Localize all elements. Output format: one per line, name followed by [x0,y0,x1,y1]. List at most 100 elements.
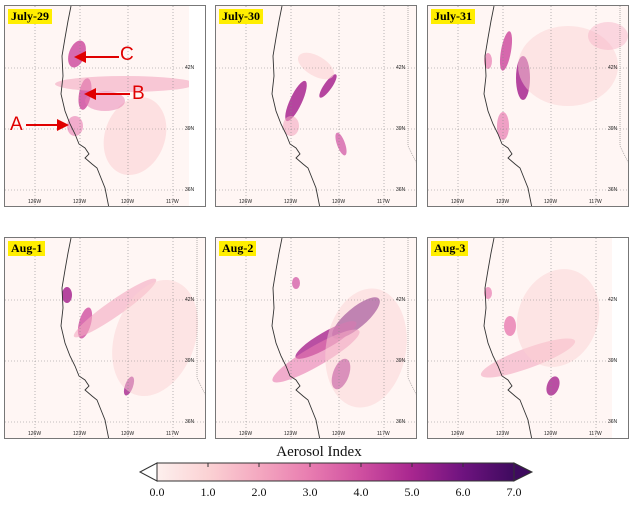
swath-gap [612,238,628,438]
map-svg-4 [5,238,205,438]
colorbar-title: Aerosol Index [276,444,362,460]
longitude-label: 117W [377,431,390,437]
aerosol-plume [504,316,516,336]
aerosol-plume [285,80,307,122]
colorbar-body [156,462,515,482]
longitude-label: 120W [121,199,135,205]
longitude-label: 120W [544,199,558,205]
longitude-label: 123W [284,199,298,205]
aerosol-plume [73,278,157,338]
longitude-label: 123W [73,199,87,205]
colorbar-tick-label: 5.0 [404,485,420,499]
map-panel-2: July-30 42N 39N 36N 126W 123W 120W 117W [215,5,417,207]
aerosol-plume [297,52,335,80]
map-panel-3: July-31 42N 39N 36N 126W 123W 120W 117W [427,5,629,207]
latitude-label: 42N [396,65,406,71]
map-svg-5 [216,238,416,438]
colorbar-tick-label: 7.0 [506,485,522,499]
map-background [216,6,416,206]
date-label: Aug-3 [431,241,469,256]
longitude-label: 126W [239,431,253,437]
latitude-label: 39N [396,358,406,364]
aerosol-plume [546,376,560,396]
latitude-label: 36N [608,187,618,193]
colorbar-max-arrow [513,462,534,482]
date-label: Aug-2 [219,241,257,256]
map-svg-6 [428,238,628,438]
date-label: July-31 [431,9,476,24]
longitude-label: 126W [239,199,253,205]
longitude-label: 126W [451,199,465,205]
aerosol-plume [112,279,198,397]
latitude-label: 42N [185,65,195,71]
map-panel-6: Aug-3 42N 39N 36N 126W 123W 120W 117W [427,237,629,439]
date-label: July-30 [219,9,264,24]
latitude-label: 36N [185,419,195,425]
coastline [60,238,110,438]
latitude-label: 42N [608,297,618,303]
colorbar-min-arrow [138,462,158,482]
longitude-label: 123W [496,431,510,437]
coastline [271,6,321,206]
coastline [483,6,533,206]
swath-gap [189,6,205,206]
longitude-label: 120W [332,199,346,205]
aerosol-plume [484,287,492,299]
aerosol-plume [588,22,628,50]
colorbar-tick-label: 1.0 [200,485,216,499]
longitude-label: 117W [166,199,179,205]
annotation-a: A [10,114,23,135]
longitude-label: 120W [544,431,558,437]
coastline [483,238,533,438]
aerosol-plume [55,76,195,92]
colorbar-tick-label: 6.0 [455,485,471,499]
annotation-c: C [120,44,134,65]
latitude-label: 39N [185,358,195,364]
aerosol-plume [319,74,337,98]
latitude-label: 36N [396,187,406,193]
annotation-b: B [132,83,145,104]
state-border [407,238,416,395]
map-svg-2 [216,6,416,206]
aerosol-plume [325,288,407,408]
aerosol-plume [67,116,83,136]
latitude-label: 36N [608,419,618,425]
latitude-label: 39N [608,358,618,364]
aerosol-plume [292,277,300,289]
longitude-label: 120W [332,431,346,437]
state-border [407,6,416,163]
map-panel-1: July-29 42N 39N 36N 126W 123W 120W 117W [4,5,206,207]
state-border [196,238,205,395]
map-svg-3 [428,6,628,206]
longitude-label: 123W [496,199,510,205]
latitude-label: 36N [396,419,406,425]
aerosol-plume [335,132,347,156]
longitude-label: 117W [166,431,179,437]
colorbar-tick-label: 2.0 [251,485,267,499]
longitude-label: 123W [73,431,87,437]
aerosol-plume [103,97,167,175]
longitude-label: 126W [451,431,465,437]
latitude-label: 39N [185,126,195,132]
coastline [60,6,110,206]
longitude-label: 126W [28,199,42,205]
longitude-label: 126W [28,431,42,437]
state-border [619,6,628,163]
colorbar-tick-label: 3.0 [302,485,318,499]
colorbar-tick-label: 0.0 [149,485,165,499]
coastline [271,238,321,438]
longitude-label: 117W [589,431,602,437]
longitude-label: 120W [121,431,135,437]
latitude-label: 42N [185,297,195,303]
latitude-label: 36N [185,187,195,193]
colorbar-tick-label: 4.0 [353,485,369,499]
latitude-label: 42N [396,297,406,303]
map-panel-5: Aug-2 42N 39N 36N 126W 123W 120W 117W [215,237,417,439]
aerosol-plume [62,287,72,303]
date-label: July-29 [8,9,53,24]
aerosol-plume [516,269,600,367]
map-svg-1 [5,6,205,206]
map-panel-4: Aug-1 42N 39N 36N 126W 123W 120W 117W [4,237,206,439]
aerosol-plume [484,53,492,69]
longitude-label: 123W [284,431,298,437]
